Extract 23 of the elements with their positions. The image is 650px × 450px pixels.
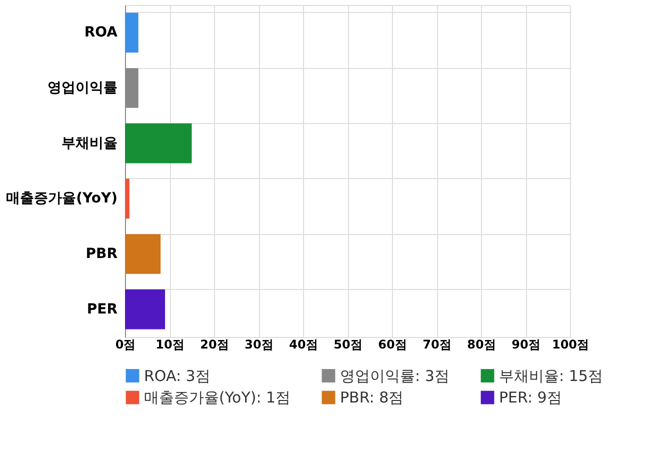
x-tick-label: 0점: [115, 338, 136, 352]
x-tick-label: 20점: [200, 338, 229, 352]
y-tick-label: 매출증가율(YoY): [6, 190, 118, 207]
x-tick-label: 80점: [467, 338, 496, 352]
x-tick-label: 50점: [334, 338, 362, 352]
x-tick-label: 100점: [552, 338, 590, 352]
y-tick-label: 영업이익률: [48, 80, 118, 96]
x-tick-label: 90점: [512, 338, 540, 352]
y-tick-label: PBR: [86, 246, 118, 262]
legend-label: PER: 9점: [499, 388, 562, 406]
legend-label: 부채비율: 15점: [499, 366, 603, 385]
y-tick-label: ROA: [84, 24, 118, 41]
x-tick-label: 10점: [156, 338, 184, 352]
y-tick-label: 부채비율: [62, 135, 118, 152]
x-tick-label: 30점: [244, 338, 274, 352]
legend-label: 영업이익률: 3점: [340, 366, 450, 385]
x-tick-label: 70점: [422, 338, 452, 352]
legend-label: PBR: 8점: [340, 388, 404, 406]
legend-label: ROA: 3점: [144, 366, 210, 385]
y-tick-label: PER: [86, 301, 118, 318]
legend-label: 매출증가율(YoY): 1점: [144, 388, 291, 406]
x-tick-label: 40점: [289, 338, 318, 352]
x-tick-label: 60점: [378, 338, 407, 352]
